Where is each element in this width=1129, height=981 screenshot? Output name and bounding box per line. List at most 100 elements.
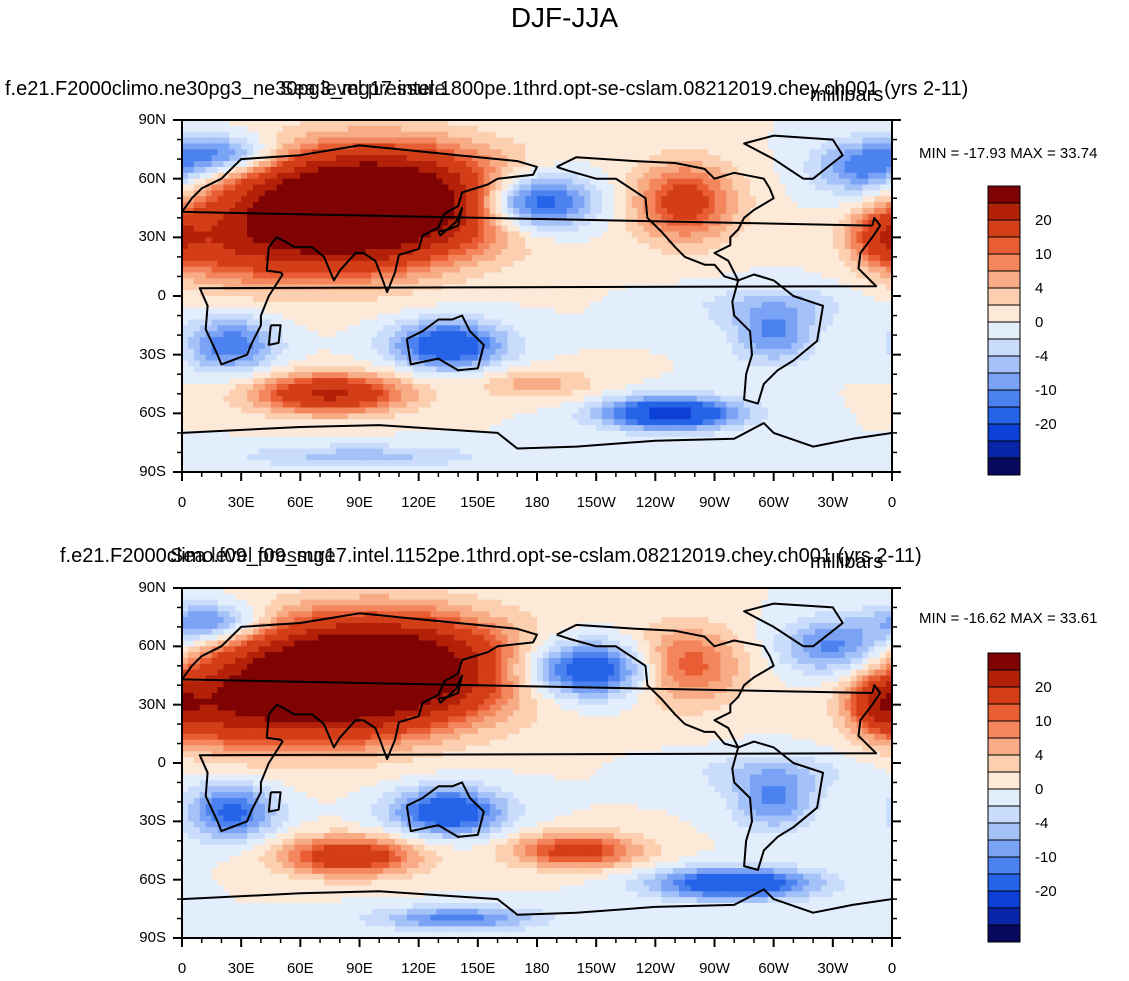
panel1-field-cell (826, 172, 834, 180)
panel1-field-cell (466, 125, 473, 133)
panel1-field-cell (182, 166, 189, 174)
panel1-field-cell (590, 301, 597, 309)
panel1-field-cell (560, 125, 568, 133)
panel1-field-cell (400, 260, 408, 268)
panel1-field-cell (643, 319, 651, 326)
panel1-field-cell (696, 272, 704, 279)
panel1-field-cell (471, 354, 479, 362)
panel1-field-cell (270, 266, 278, 274)
panel1-field-cell (359, 325, 367, 332)
panel1-field-cell (501, 272, 509, 279)
panel1-field-cell (850, 284, 858, 291)
panel1-field-cell (288, 348, 296, 356)
panel1-field-cell (187, 237, 195, 244)
panel1-field-cell (815, 202, 822, 209)
panel1-field-cell (655, 137, 662, 145)
panel1-field-cell (821, 266, 828, 274)
panel1-field-cell (537, 137, 544, 145)
panel1-field-cell (554, 331, 562, 338)
panel1-field-cell (838, 125, 846, 133)
panel1-field-cell (667, 155, 674, 162)
panel1-field-cell (276, 196, 284, 203)
panel1-field-cell (637, 301, 645, 309)
panel1-field-cell (684, 184, 692, 191)
panel1-field-cell (767, 161, 775, 168)
panel1-field-cell (406, 266, 414, 274)
panel1-field-cell (572, 190, 580, 197)
panel1-field-cell (554, 243, 562, 250)
panel1-field-cell (324, 178, 331, 186)
panel1-field-cell (690, 348, 698, 356)
panel1-field-cell (477, 278, 485, 285)
panel1-field-cell (471, 131, 479, 139)
panel1-field-cell (477, 137, 485, 145)
panel1-field-cell (690, 125, 698, 133)
panel1-field-cell (324, 196, 331, 203)
panel1-field-cell (282, 331, 290, 338)
panel1-field-cell (832, 184, 840, 191)
panel1-field-cell (211, 325, 219, 332)
panel1-field-cell (400, 296, 408, 303)
panel1-field-cell (531, 149, 538, 156)
panel1-field-cell (329, 331, 337, 338)
panel1-field-cell (471, 337, 479, 344)
panel1-field-cell (294, 125, 301, 133)
panel1-field-cell (821, 342, 828, 350)
panel1-field-cell (578, 231, 585, 238)
panel1-field-cell (874, 131, 881, 139)
panel1-field-cell (862, 190, 869, 197)
panel1-field-cell (631, 331, 639, 338)
panel1-field-cell (182, 348, 189, 356)
panel1-field-cell (424, 125, 432, 133)
panel1-field-cell (708, 331, 716, 338)
panel1-field-cell (513, 307, 520, 315)
panel1-field-cell (471, 190, 479, 197)
panel1-field-cell (199, 307, 207, 315)
panel1-field-cell (815, 166, 822, 174)
panel1-field-cell (264, 213, 272, 221)
panel1-field-cell (862, 155, 869, 162)
panel1-field-cell (649, 190, 656, 197)
panel1-field-cell (454, 196, 461, 203)
panel1-field-cell (732, 125, 739, 133)
panel1-field-cell (371, 137, 378, 145)
panel1-field-cell (542, 172, 550, 180)
panel1-field-cell (359, 319, 367, 326)
panel1-field-cell (294, 208, 301, 215)
panel1-field-cell (371, 237, 378, 244)
panel1-field-cell (797, 331, 804, 338)
panel1-field-cell (205, 296, 213, 303)
panel1-field-cell (430, 172, 438, 180)
panel1-field-cell (785, 208, 793, 215)
panel1-field-cell (649, 325, 656, 332)
panel1-field-cell (850, 196, 858, 203)
panel1-field-cell (335, 231, 343, 238)
panel1-field-cell (282, 325, 290, 332)
panel1-field-cell (590, 231, 597, 238)
panel1-field-cell (466, 260, 473, 268)
panel1-field-cell (347, 178, 355, 186)
panel1-field-cell (649, 208, 656, 215)
panel1-field-cell (217, 296, 225, 303)
panel1-field-cell (436, 296, 443, 303)
panel1-field-cell (590, 278, 597, 285)
panel1-field-cell (838, 284, 846, 291)
panel1-field-cell (821, 278, 828, 285)
panel1-variable-label: Sea level pressure (280, 78, 446, 100)
panel1-field-cell (466, 272, 473, 279)
panel1-field-cell (406, 137, 414, 145)
panel1-field-cell (696, 266, 704, 274)
panel1-field-cell (578, 149, 585, 156)
panel1-field-cell (548, 202, 556, 209)
panel1-field-cell (673, 237, 680, 244)
panel1-field-cell (294, 137, 301, 145)
panel1-field-cell (619, 348, 627, 356)
panel1-field-cell (341, 313, 349, 321)
panel1-field-cell (353, 202, 361, 209)
panel1-field-cell (513, 301, 520, 309)
panel1-field-cell (868, 290, 875, 297)
panel1-field-cell (773, 237, 781, 244)
panel1-field-cell (643, 243, 651, 250)
panel1-field-cell (235, 213, 242, 221)
panel1-field-cell (406, 313, 414, 321)
